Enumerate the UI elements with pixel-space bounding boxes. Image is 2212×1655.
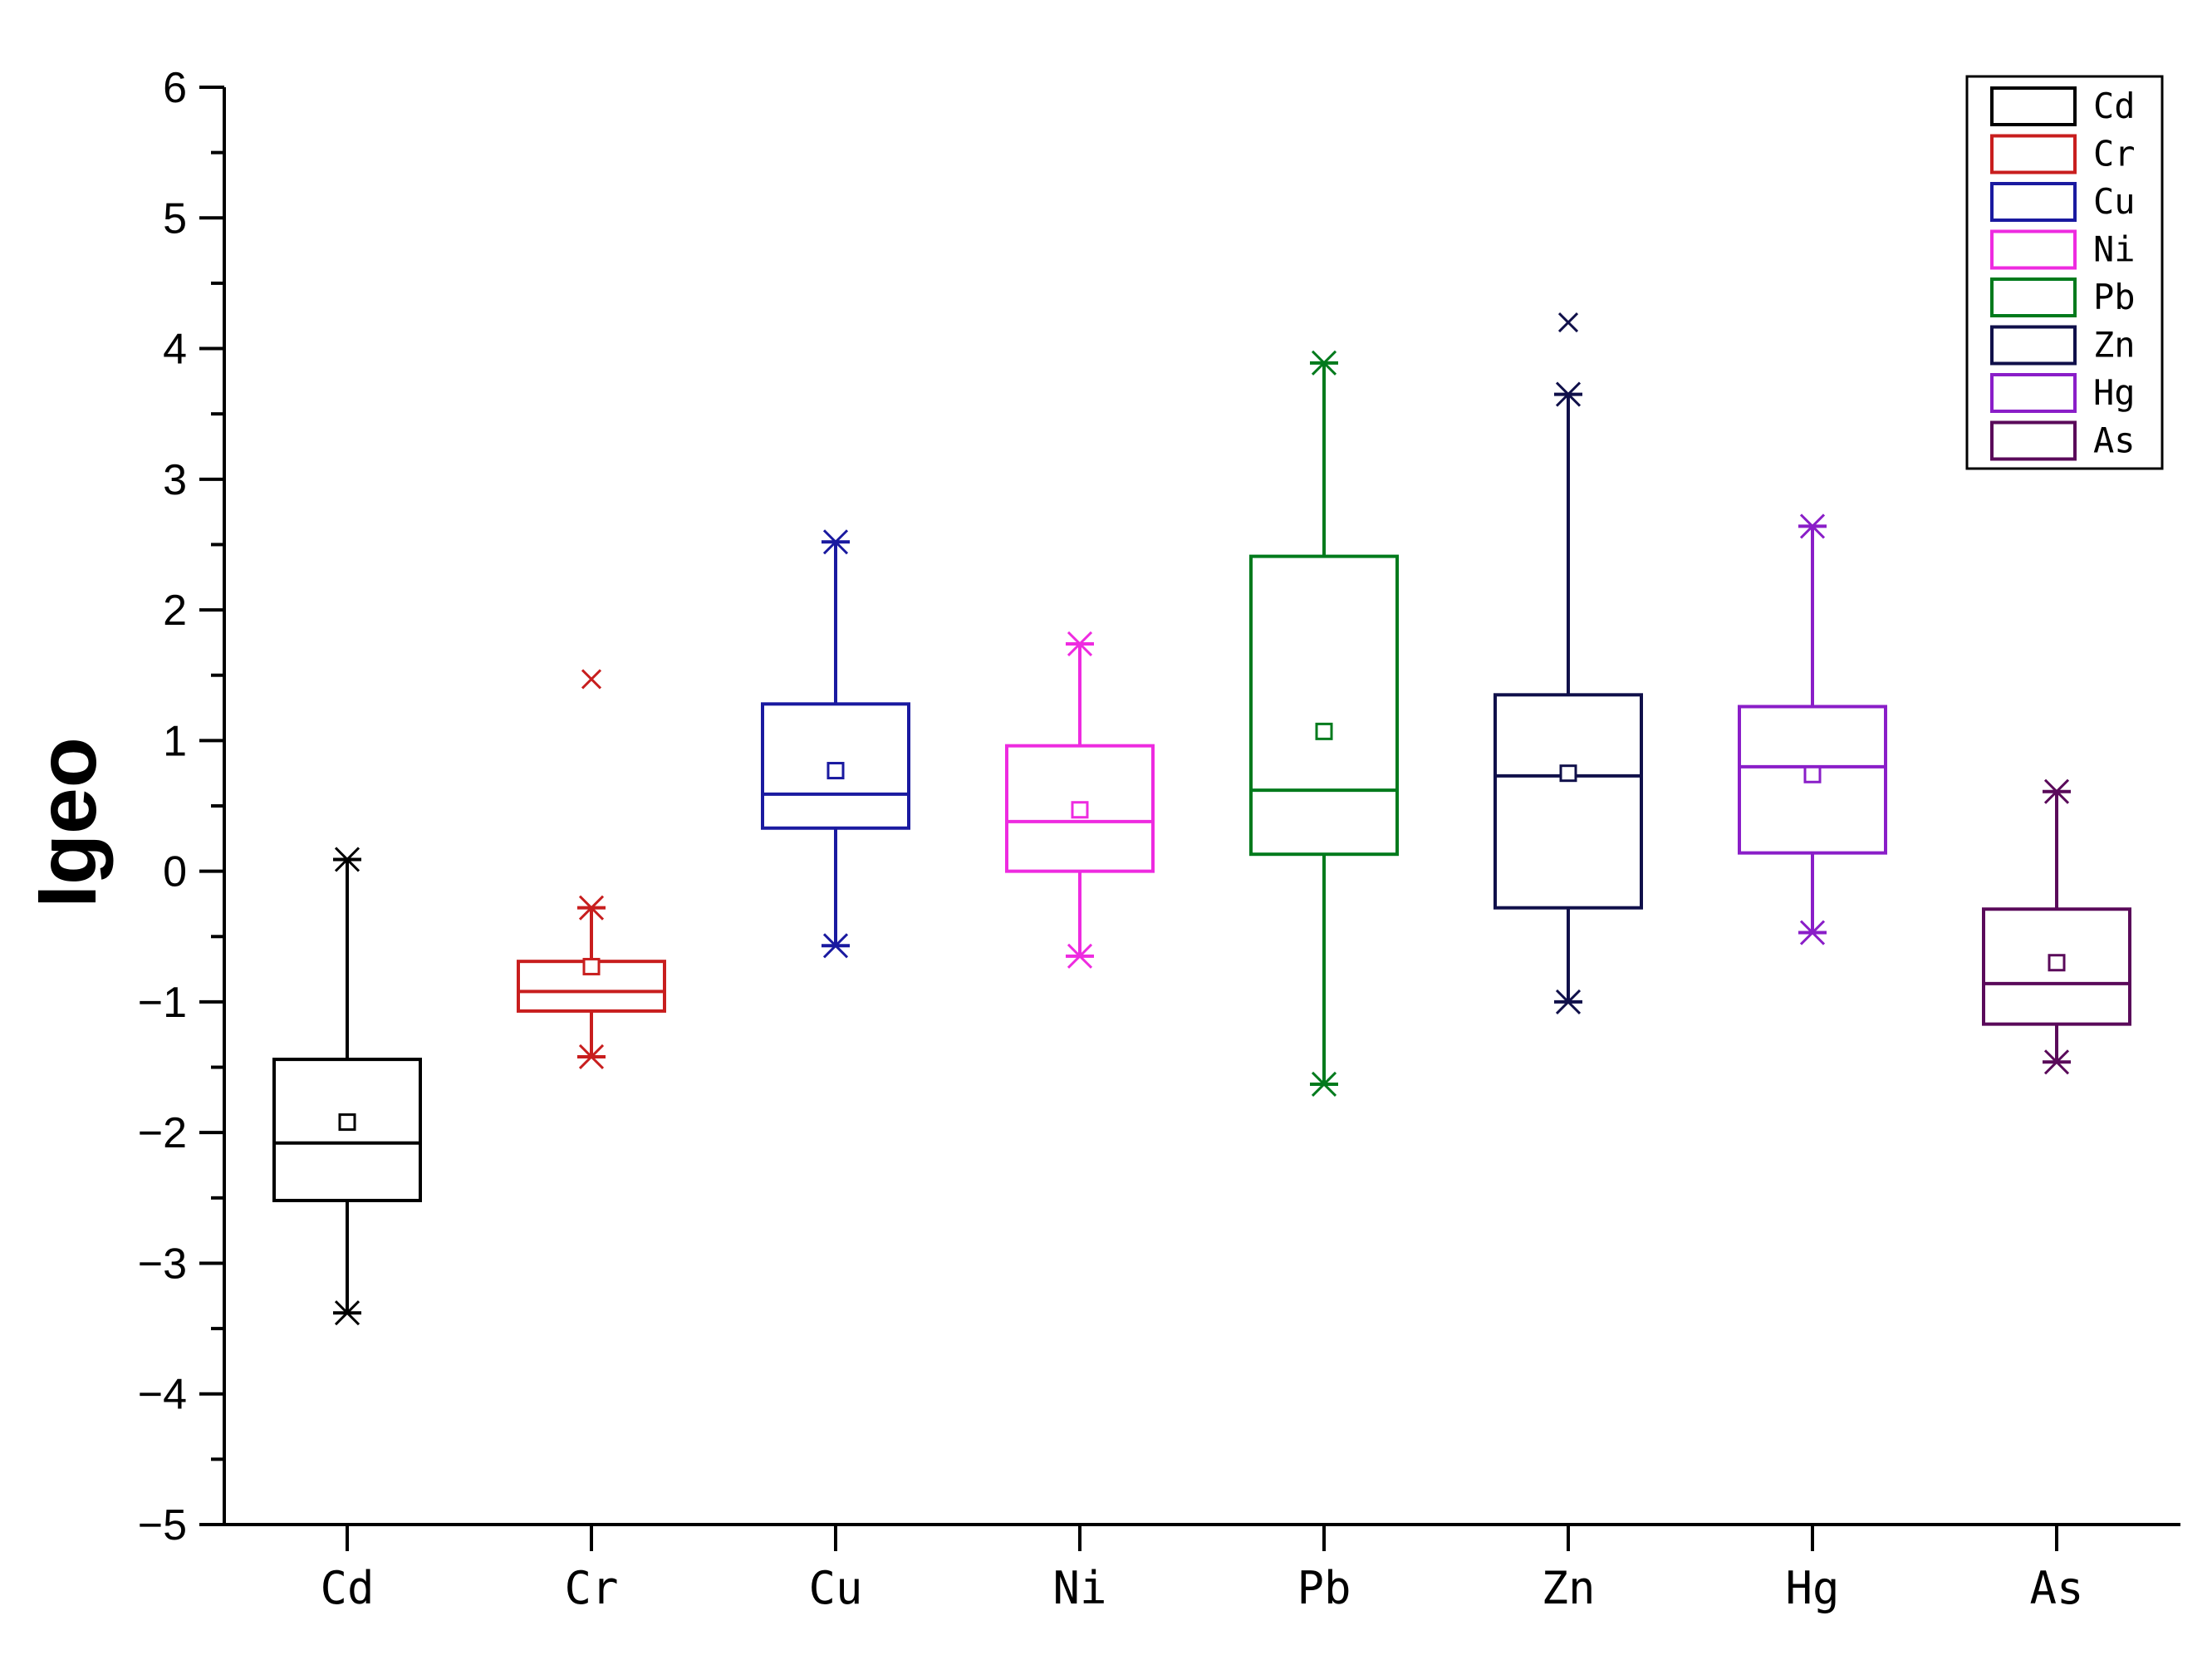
mean-marker xyxy=(2048,954,2066,972)
min-marker xyxy=(822,933,849,959)
x-tick-label-cu: Cu xyxy=(808,1562,862,1614)
box-series xyxy=(272,312,2131,1326)
y-tick-label: −1 xyxy=(138,979,187,1027)
iqr-box xyxy=(272,1058,422,1202)
legend-swatch xyxy=(1990,182,2077,222)
min-marker xyxy=(2043,1049,2070,1075)
legend-item-as: As xyxy=(1990,420,2136,461)
legend-swatch xyxy=(1990,134,2077,174)
mean-marker xyxy=(1315,722,1333,740)
outlier-marker xyxy=(581,669,602,690)
mean-marker xyxy=(582,957,601,975)
max-marker xyxy=(1311,350,1337,376)
box-cu xyxy=(761,529,910,959)
box-zn xyxy=(1493,312,1643,1014)
legend-swatch xyxy=(1990,420,2077,461)
legend-item-cu: Cu xyxy=(1990,181,2136,222)
max-marker xyxy=(334,847,360,872)
y-tick-label: 3 xyxy=(163,456,187,504)
legend-swatch xyxy=(1990,86,2077,126)
x-tick-label-cd: Cd xyxy=(320,1562,374,1614)
iqr-box xyxy=(1005,744,1155,873)
outlier-marker xyxy=(1557,312,1579,333)
legend-label: Zn xyxy=(2093,325,2136,366)
legend: Cd Cr Cu Ni Pb Zn Hg As xyxy=(1965,75,2164,470)
y-tick-label: −2 xyxy=(138,1109,187,1157)
y-tick-label: 1 xyxy=(163,717,187,765)
iqr-box xyxy=(761,702,910,830)
iqr-box xyxy=(1738,705,1887,855)
x-tick-label-as: As xyxy=(2029,1562,2083,1614)
x-tick-label-ni: Ni xyxy=(1052,1562,1106,1614)
legend-swatch xyxy=(1990,277,2077,317)
y-tick-label: 4 xyxy=(163,326,187,374)
min-marker xyxy=(578,1044,605,1070)
legend-label: Hg xyxy=(2093,372,2136,413)
legend-label: As xyxy=(2093,420,2136,461)
box-ni xyxy=(1005,631,1155,969)
box-as xyxy=(1982,778,2131,1075)
x-tick-label-pb: Pb xyxy=(1297,1562,1351,1614)
legend-swatch xyxy=(1990,229,2077,270)
mean-marker xyxy=(1803,765,1822,783)
max-marker xyxy=(1799,513,1826,539)
y-tick-label: 6 xyxy=(163,64,187,112)
max-marker xyxy=(1067,631,1093,657)
box-hg xyxy=(1738,513,1887,945)
y-tick-label: 5 xyxy=(163,194,187,243)
min-marker xyxy=(1067,943,1093,969)
y-tick-label: −5 xyxy=(138,1501,187,1549)
axes: 6 5 4 3 2 1 0 −1 −2 −3 −4 −5 Cd Cr Cu Ni Pb Zn Hg As xyxy=(138,64,2180,1614)
legend-label: Pb xyxy=(2093,277,2136,317)
legend-label: Cu xyxy=(2093,181,2136,222)
legend-item-pb: Pb xyxy=(1990,277,2136,317)
box-cd xyxy=(272,847,422,1326)
min-marker xyxy=(1555,989,1582,1014)
iqr-box xyxy=(1493,693,1643,910)
y-tick-label: 2 xyxy=(163,587,187,635)
y-axis-label: Igeo xyxy=(21,737,114,908)
legend-frame xyxy=(1965,75,2164,470)
mean-marker xyxy=(1559,764,1577,783)
y-tick-label: 0 xyxy=(163,848,187,896)
y-tick-label: −3 xyxy=(138,1240,187,1288)
x-tick-label-zn: Zn xyxy=(1541,1562,1595,1614)
iqr-box xyxy=(1249,554,1399,857)
mean-marker xyxy=(826,762,845,780)
legend-item-ni: Ni xyxy=(1990,229,2136,270)
x-tick-label-hg: Hg xyxy=(1785,1562,1839,1614)
box-pb xyxy=(1249,350,1399,1098)
legend-label: Cr xyxy=(2093,134,2136,174)
legend-item-hg: Hg xyxy=(1990,372,2136,413)
min-marker xyxy=(1799,920,1826,945)
iqr-box xyxy=(1982,907,2131,1026)
legend-swatch xyxy=(1990,373,2077,413)
legend-swatch xyxy=(1990,325,2077,366)
box-cr xyxy=(517,669,666,1070)
y-tick-label: −4 xyxy=(138,1371,187,1419)
legend-label: Cd xyxy=(2093,86,2136,126)
min-marker xyxy=(1311,1071,1337,1098)
legend-label: Ni xyxy=(2093,229,2136,270)
max-marker xyxy=(578,895,605,921)
max-marker xyxy=(822,529,849,555)
min-marker xyxy=(334,1300,360,1326)
mean-marker xyxy=(1071,801,1089,819)
max-marker xyxy=(1555,381,1582,407)
max-marker xyxy=(2043,778,2070,804)
legend-item-zn: Zn xyxy=(1990,325,2136,366)
legend-item-cd: Cd xyxy=(1990,86,2136,126)
mean-marker xyxy=(338,1113,356,1132)
legend-item-cr: Cr xyxy=(1990,134,2136,174)
x-tick-label-cr: Cr xyxy=(564,1562,618,1614)
